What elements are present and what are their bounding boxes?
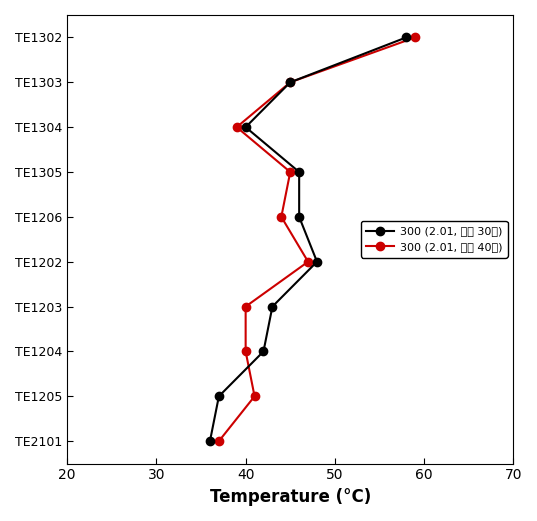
300 (2.01, 주입 30분): [269, 303, 275, 309]
Legend: 300 (2.01, 주입 30분), 300 (2.01, 주입 40분): 300 (2.01, 주입 30분), 300 (2.01, 주입 40분): [361, 221, 507, 257]
300 (2.01, 주입 30분): [242, 124, 249, 130]
300 (2.01, 주입 30분): [314, 258, 320, 265]
300 (2.01, 주입 40분): [242, 349, 249, 355]
300 (2.01, 주입 40분): [287, 79, 293, 85]
300 (2.01, 주입 40분): [216, 438, 222, 444]
300 (2.01, 주입 40분): [412, 34, 418, 41]
300 (2.01, 주입 40분): [287, 169, 293, 175]
300 (2.01, 주입 40분): [278, 214, 285, 220]
300 (2.01, 주입 40분): [242, 303, 249, 309]
Line: 300 (2.01, 주입 40분): 300 (2.01, 주입 40분): [215, 33, 419, 445]
X-axis label: Temperature (°C): Temperature (°C): [209, 488, 371, 506]
Line: 300 (2.01, 주입 30분): 300 (2.01, 주입 30분): [206, 33, 410, 445]
300 (2.01, 주입 30분): [296, 169, 302, 175]
300 (2.01, 주입 30분): [403, 34, 409, 41]
300 (2.01, 주입 30분): [260, 349, 267, 355]
300 (2.01, 주입 30분): [296, 214, 302, 220]
300 (2.01, 주입 40분): [305, 258, 311, 265]
300 (2.01, 주입 30분): [287, 79, 293, 85]
300 (2.01, 주입 30분): [207, 438, 213, 444]
300 (2.01, 주입 30분): [216, 393, 222, 400]
300 (2.01, 주입 40분): [234, 124, 240, 130]
300 (2.01, 주입 40분): [251, 393, 258, 400]
